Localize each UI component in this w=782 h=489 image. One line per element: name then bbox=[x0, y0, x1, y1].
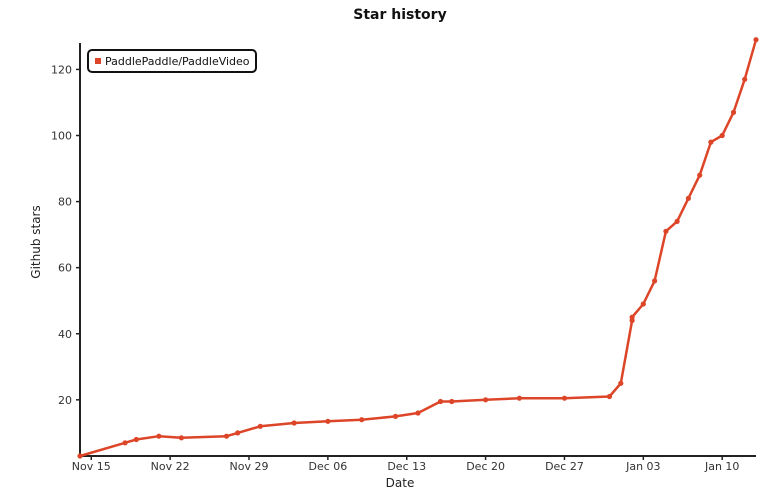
data-point bbox=[606, 393, 613, 400]
data-point bbox=[392, 413, 399, 419]
data-point bbox=[753, 37, 759, 43]
data-point bbox=[730, 109, 737, 115]
chart-title: Star history bbox=[353, 7, 446, 23]
y-tick-label: 60 bbox=[58, 262, 72, 275]
data-point bbox=[156, 433, 162, 439]
data-point bbox=[257, 423, 263, 429]
legend-box bbox=[87, 49, 257, 73]
data-point bbox=[449, 398, 455, 405]
x-tick-label: Nov 29 bbox=[230, 460, 269, 473]
data-point bbox=[663, 228, 669, 234]
series-layer bbox=[77, 37, 759, 459]
y-tick-label: 120 bbox=[51, 63, 72, 76]
data-point bbox=[618, 380, 624, 386]
data-point bbox=[516, 395, 523, 401]
x-tick-label: Dec 27 bbox=[545, 460, 584, 473]
data-point bbox=[77, 453, 83, 459]
data-point bbox=[359, 417, 365, 423]
data-point bbox=[437, 398, 444, 405]
data-point bbox=[719, 132, 725, 139]
x-axis-label: Date bbox=[386, 476, 415, 489]
data-point bbox=[325, 418, 331, 424]
x-tick-label: Jan 10 bbox=[704, 460, 739, 473]
legend: PaddlePaddle/PaddleVideo bbox=[87, 49, 257, 73]
y-tick-label: 100 bbox=[51, 130, 72, 143]
series-line bbox=[78, 38, 758, 458]
data-point bbox=[708, 139, 714, 145]
x-tick-label: Jan 03 bbox=[625, 460, 660, 473]
x-tick-label: Dec 06 bbox=[308, 460, 347, 473]
data-point bbox=[629, 314, 635, 320]
data-point bbox=[652, 278, 658, 284]
x-axis-ticks: Nov 15 Nov 22 Nov 29 Dec 06 Dec 13 Dec 20 Dec … bbox=[72, 456, 739, 473]
x-tick-label: Dec 13 bbox=[387, 460, 426, 473]
y-tick-label: 80 bbox=[58, 196, 72, 209]
data-point bbox=[483, 397, 489, 403]
data-point bbox=[291, 420, 297, 426]
x-tick-label: Dec 20 bbox=[466, 460, 505, 473]
data-point bbox=[223, 433, 230, 439]
y-axis-ticks: 20 40 60 80 100 120 bbox=[51, 63, 80, 407]
data-point bbox=[133, 436, 139, 443]
data-point bbox=[640, 301, 646, 307]
x-tick-label: Nov 15 bbox=[72, 460, 111, 473]
data-point bbox=[685, 195, 692, 201]
y-axis-label: Github stars bbox=[29, 205, 43, 278]
data-point bbox=[697, 172, 703, 178]
data-point bbox=[561, 395, 568, 401]
data-point bbox=[235, 430, 241, 436]
data-point bbox=[674, 218, 680, 224]
legend-swatch bbox=[95, 58, 101, 64]
data-point bbox=[742, 76, 748, 82]
data-point bbox=[178, 435, 184, 441]
data-point bbox=[122, 440, 128, 446]
x-tick-label: Nov 22 bbox=[151, 460, 190, 473]
legend-label: PaddlePaddle/PaddleVideo bbox=[105, 55, 250, 68]
y-tick-label: 20 bbox=[58, 394, 72, 407]
data-point bbox=[415, 410, 421, 416]
y-tick-label: 40 bbox=[58, 328, 72, 341]
